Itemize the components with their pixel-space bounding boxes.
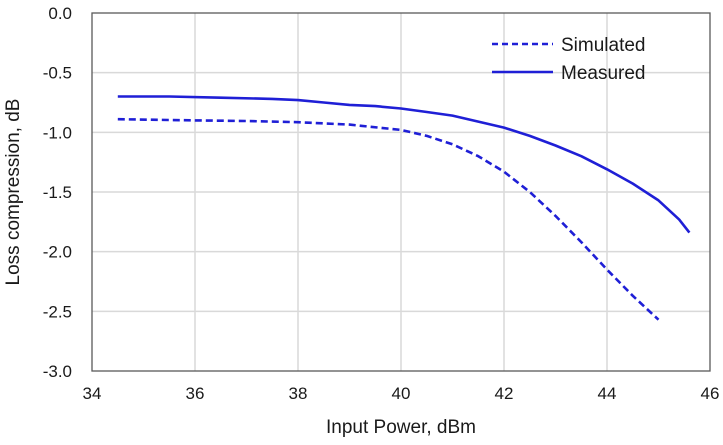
y-tick-label: -3.0 — [43, 362, 72, 381]
y-tick-label: -2.0 — [43, 243, 72, 262]
y-axis-title: Loss compression, dB — [3, 99, 24, 286]
series-layer — [117, 95, 691, 321]
x-tick-label: 38 — [289, 384, 308, 403]
plot-frame — [91, 12, 711, 372]
x-tick-label: 34 — [83, 384, 102, 403]
series-line-simulated — [117, 117, 660, 321]
series-line-measured — [117, 95, 691, 234]
x-tick-label: 36 — [186, 384, 205, 403]
x-tick-label: 46 — [701, 384, 720, 403]
x-tick-label: 42 — [495, 384, 514, 403]
y-tick-label: -1.0 — [43, 123, 72, 142]
x-tick-label: 40 — [392, 384, 411, 403]
grid-layer — [92, 13, 710, 371]
y-tick-label: -1.5 — [43, 183, 72, 202]
y-tick-label: 0.0 — [48, 4, 72, 23]
x-tick-label: 44 — [598, 384, 617, 403]
x-axis-title: Input Power, dBm — [326, 417, 476, 438]
y-tick-labels: 0.0 -0.5 -1.0 -1.5 -2.0 -2.5 -3.0 — [43, 4, 72, 381]
legend-simulated-label: Simulated — [561, 35, 646, 56]
legend-measured-label: Measured — [561, 63, 646, 84]
x-tick-labels: 34 36 38 40 42 44 46 — [83, 384, 720, 403]
legend: Simulated Measured — [492, 35, 646, 84]
y-tick-label: -2.5 — [43, 302, 72, 321]
y-tick-label: -0.5 — [43, 64, 72, 83]
